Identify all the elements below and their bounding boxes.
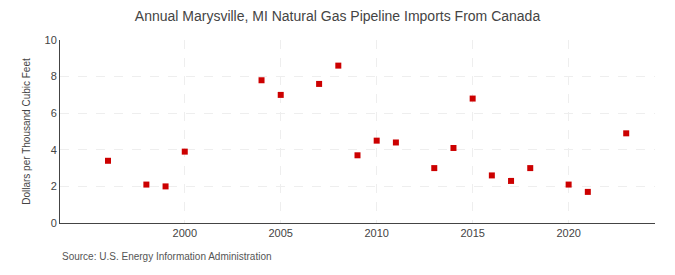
svg-text:0: 0: [51, 217, 57, 229]
svg-text:2015: 2015: [460, 227, 484, 239]
svg-text:Source: U.S. Energy Informatio: Source: U.S. Energy Information Administ…: [62, 251, 272, 262]
svg-text:2010: 2010: [364, 227, 388, 239]
svg-text:8: 8: [51, 70, 57, 82]
svg-text:6: 6: [51, 107, 57, 119]
svg-text:4: 4: [51, 144, 57, 156]
svg-text:2000: 2000: [173, 227, 197, 239]
svg-text:2005: 2005: [268, 227, 292, 239]
svg-text:Annual Marysville, MI Natural: Annual Marysville, MI Natural Gas Pipeli…: [135, 8, 541, 24]
svg-text:Dollars per Thousand Cubic Fee: Dollars per Thousand Cubic Feet: [21, 58, 32, 205]
svg-text:10: 10: [45, 34, 57, 46]
svg-text:2020: 2020: [556, 227, 580, 239]
svg-text:2: 2: [51, 180, 57, 192]
